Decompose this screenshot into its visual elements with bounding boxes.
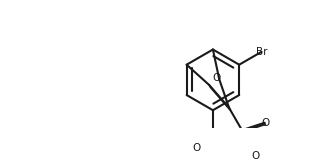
Text: O: O bbox=[251, 151, 260, 160]
Text: Br: Br bbox=[256, 47, 267, 57]
Text: O: O bbox=[213, 73, 221, 83]
Text: O: O bbox=[261, 118, 269, 128]
Text: O: O bbox=[193, 143, 201, 153]
